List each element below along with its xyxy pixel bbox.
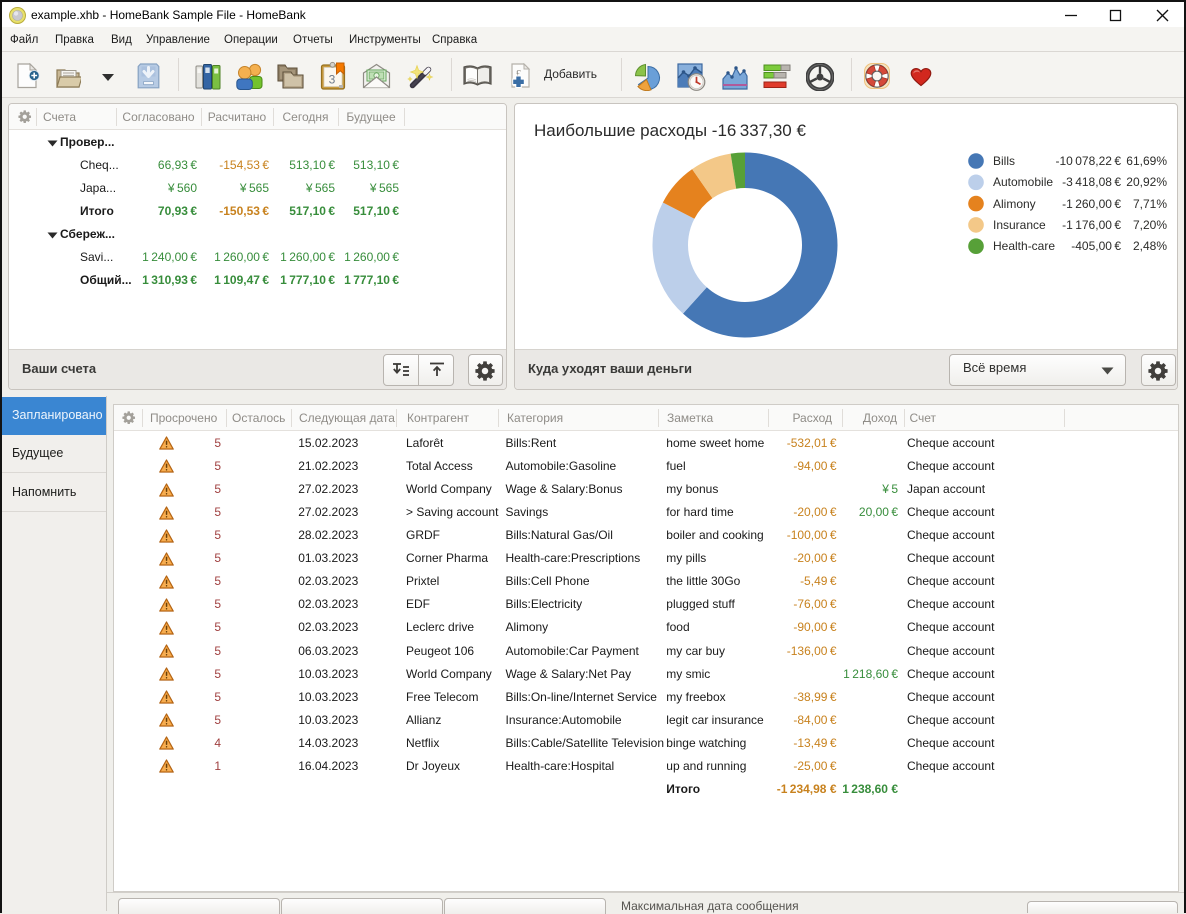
svg-text:3: 3 <box>329 73 336 87</box>
svg-text:£: £ <box>516 68 522 80</box>
